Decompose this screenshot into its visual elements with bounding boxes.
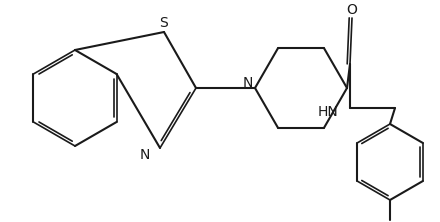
Text: S: S	[160, 16, 169, 30]
Text: N: N	[140, 148, 150, 162]
Text: HN: HN	[317, 105, 338, 119]
Text: N: N	[243, 76, 253, 90]
Text: O: O	[347, 3, 357, 17]
